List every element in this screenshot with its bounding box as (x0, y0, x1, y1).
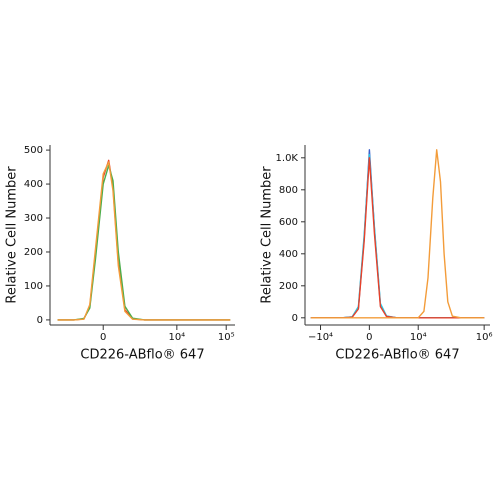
histogram-line (310, 149, 485, 319)
histogram-line (57, 164, 231, 321)
y-axis-label: Relative Cell Number (260, 166, 275, 304)
x-axis-label: CD226-ABflo® 647 (335, 348, 459, 363)
x-tick-label: 10⁶ (476, 332, 493, 343)
x-tick-label: 10⁴ (410, 332, 427, 343)
y-tick-label: 0 (292, 313, 298, 324)
histogram-line (310, 153, 485, 319)
y-tick-label: 0 (37, 315, 43, 326)
y-tick-label: 600 (279, 217, 298, 228)
y-tick-label: 500 (24, 145, 43, 156)
x-axis-label: CD226-ABflo® 647 (80, 348, 204, 363)
histogram-line (57, 161, 231, 321)
y-tick-label: 400 (279, 249, 298, 260)
y-tick-label: 1.0K (276, 153, 299, 164)
x-tick-label: 10⁴ (168, 332, 185, 343)
y-tick-label: 200 (24, 247, 43, 258)
histogram-line (57, 159, 231, 321)
x-tick-label: 10⁵ (218, 332, 235, 343)
x-tick-label: −10⁴ (308, 332, 333, 343)
y-axis-label: Relative Cell Number (5, 166, 20, 304)
histogram-line (310, 149, 485, 319)
y-tick-label: 100 (24, 281, 43, 292)
y-tick-label: 400 (24, 179, 43, 190)
x-tick-label: 0 (100, 332, 106, 343)
y-tick-label: 800 (279, 185, 298, 196)
y-tick-label: 300 (24, 213, 43, 224)
histogram-line (310, 157, 485, 319)
x-tick-label: 0 (366, 332, 372, 343)
y-tick-label: 200 (279, 281, 298, 292)
